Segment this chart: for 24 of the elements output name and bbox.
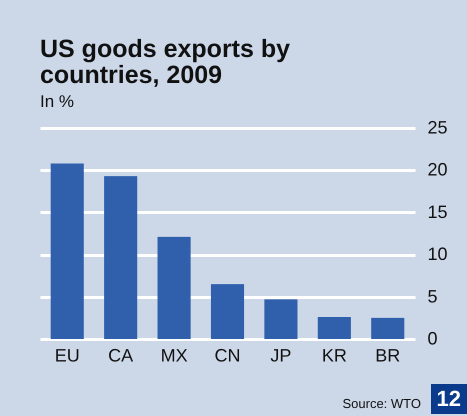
bar bbox=[371, 318, 404, 339]
bar bbox=[318, 317, 351, 339]
y-tick-label: 5 bbox=[428, 286, 438, 306]
y-tick-label: 0 bbox=[428, 328, 438, 348]
x-tick-label: EU bbox=[54, 346, 80, 366]
y-tick-label: 15 bbox=[428, 202, 448, 222]
x-tick-label: MX bbox=[160, 346, 188, 366]
x-tick-label: KR bbox=[322, 346, 347, 366]
chart-title: US goods exports by countries, 2009 bbox=[40, 35, 292, 89]
bar bbox=[158, 236, 191, 339]
bar bbox=[210, 284, 244, 339]
x-tick-label: BR bbox=[375, 346, 400, 366]
bar bbox=[50, 163, 84, 339]
text: 12 bbox=[430, 384, 467, 414]
bar bbox=[264, 299, 298, 339]
x-tick-label: CA bbox=[108, 346, 134, 366]
source-note: Source: WTO bbox=[342, 396, 421, 411]
y-tick-label: 20 bbox=[428, 160, 448, 180]
y-tick-label: 25 bbox=[428, 118, 448, 138]
x-tick-label: JP bbox=[270, 346, 292, 366]
y-tick-label: 10 bbox=[428, 244, 448, 264]
bar bbox=[104, 176, 138, 339]
x-tick-label: CN bbox=[214, 346, 240, 366]
chart-subtitle: In % bbox=[40, 92, 74, 112]
